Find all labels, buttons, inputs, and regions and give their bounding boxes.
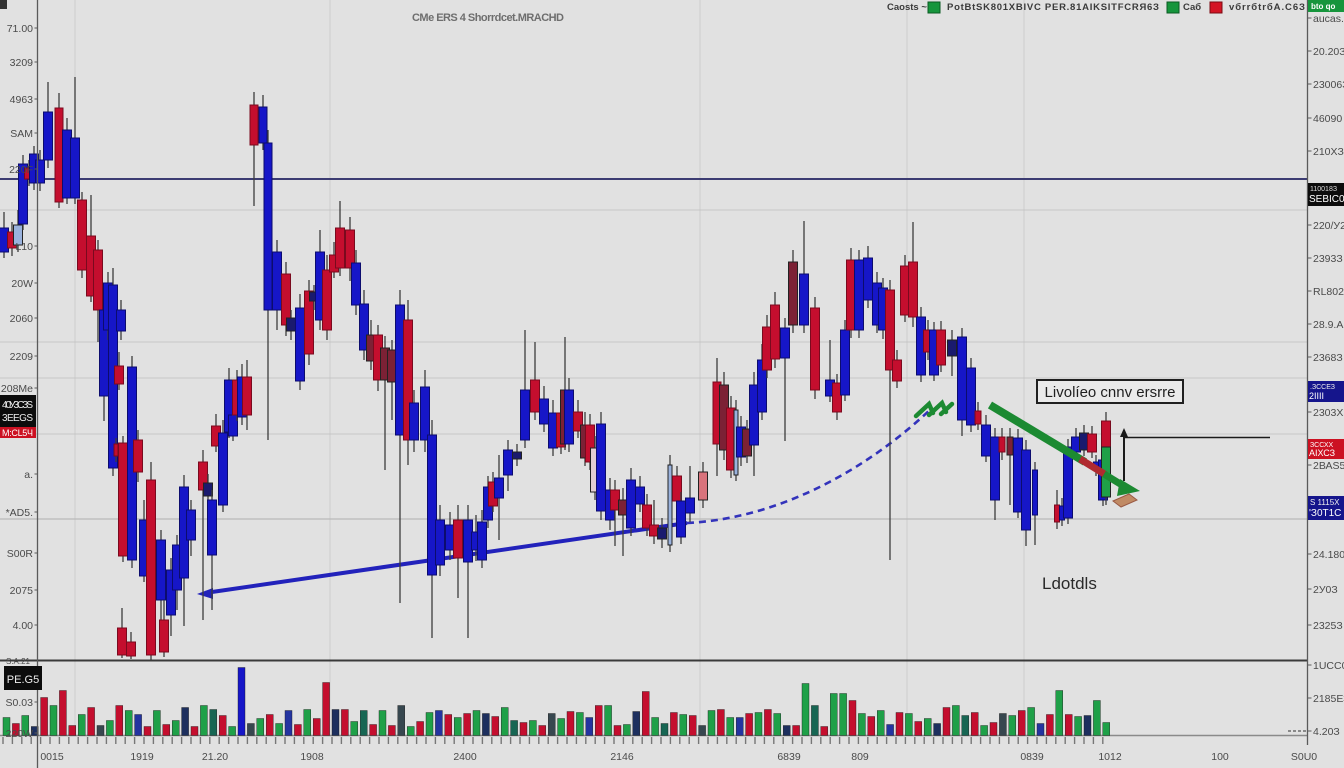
svg-text:71.00: 71.00 — [7, 23, 33, 35]
svg-text:220/У2: 220/У2 — [1313, 220, 1344, 232]
svg-text:*AD5.: *AD5. — [6, 507, 33, 519]
svg-text:20.20З: 20.20З — [1313, 46, 1344, 58]
svg-text:Саб: Саб — [1183, 2, 1201, 13]
svg-text:L10: L10 — [15, 241, 33, 253]
svg-text:220W: 220W — [6, 728, 34, 740]
svg-text:Caosts ~: Caosts ~ — [887, 2, 927, 13]
svg-text:PotBtSK801ХВІVC РЕR.81AIKSITFС: PotBtSK801ХВІVC РЕR.81AIKSITFСRЯ6З — [947, 2, 1159, 13]
svg-text:2060: 2060 — [10, 313, 34, 325]
svg-text:40У3СЗS: 40У3СЗS — [2, 400, 33, 411]
svg-text:vбrrбtrбА.С6З: vбrrбtrбА.С6З — [1229, 2, 1305, 13]
svg-text:3ЕЕGS: 3ЕЕGS — [2, 413, 33, 424]
svg-text:4.20З: 4.20З — [1313, 726, 1340, 738]
svg-text:CMe ЕRS 4 Shorrdcet.МRACHD: CMe ЕRS 4 Shorrdcet.МRACHD — [412, 12, 564, 24]
svg-text:aucas.: aucas. — [1313, 13, 1344, 25]
svg-text:Ldotdls: Ldotdls — [1042, 574, 1097, 593]
svg-text:'З0Т1С: 'З0Т1С — [1309, 508, 1341, 519]
svg-text:809: 809 — [851, 751, 869, 763]
svg-text:2146: 2146 — [610, 751, 634, 763]
svg-text:ЅЕВІС0: ЅЕВІС0 — [1309, 194, 1344, 205]
svg-text:100: 100 — [1211, 751, 1229, 763]
svg-text:2303X: 2303X — [1313, 407, 1343, 419]
svg-text:2368З: 2368З — [1313, 352, 1343, 364]
svg-text:bto qo: bto qo — [1311, 2, 1336, 11]
svg-text:S0.03: S0.03 — [6, 697, 34, 709]
svg-text:6839: 6839 — [777, 751, 801, 763]
svg-text:4.00: 4.00 — [13, 620, 34, 632]
svg-text:S00R: S00R — [7, 548, 34, 560]
svg-text:1UСС0З: 1UСС0З — [1313, 660, 1344, 672]
svg-text:2209: 2209 — [10, 351, 34, 363]
svg-text:3209: 3209 — [10, 57, 34, 69]
svg-text:1908: 1908 — [300, 751, 324, 763]
svg-text:2400: 2400 — [453, 751, 477, 763]
svg-text:S0U0: S0U0 — [1291, 751, 1317, 763]
svg-text:28.9.А: 28.9.А — [1313, 319, 1343, 331]
svg-text:110018З: 110018З — [1310, 186, 1337, 193]
svg-text:2393З: 2393З — [1313, 253, 1343, 265]
svg-text:2075: 2075 — [10, 585, 34, 597]
svg-text:2185ЕЗ: 2185ЕЗ — [1313, 693, 1344, 705]
svg-text:PЕ.G5: PЕ.G5 — [7, 674, 39, 686]
svg-text:SAM: SAM — [10, 128, 33, 140]
svg-text:20W: 20W — [11, 278, 33, 290]
svg-text:1012: 1012 — [1098, 751, 1122, 763]
svg-text:Livolíeo cnnv ersrrе: Livolíeo cnnv ersrrе — [1045, 384, 1176, 401]
svg-text:а.: а. — [24, 469, 33, 481]
svg-text:0839: 0839 — [1020, 751, 1044, 763]
svg-text:23006З: 23006З — [1313, 79, 1344, 91]
svg-text:1919: 1919 — [130, 751, 154, 763]
svg-text:АІХСЗ: АІХСЗ — [1309, 448, 1335, 458]
svg-text:M:СL5Ч: M:СL5Ч — [2, 428, 33, 438]
svg-text:220F: 220F — [9, 164, 33, 176]
svg-text:0015: 0015 — [40, 751, 64, 763]
svg-text:RL802: RL802 — [1313, 286, 1344, 298]
svg-text:2ІІІІ: 2ІІІІ — [1309, 391, 1324, 401]
svg-text:2ВАS5З: 2ВАS5З — [1313, 460, 1344, 472]
svg-text:24.180: 24.180 — [1313, 549, 1344, 561]
svg-text:2У0З: 2У0З — [1313, 584, 1338, 596]
svg-text:.208Mе: .208Mе — [0, 383, 33, 395]
svg-text:21.20: 21.20 — [202, 751, 228, 763]
svg-text:ЗССХХ: ЗССХХ — [1310, 442, 1334, 449]
svg-text:.ЗССЕЗ: .ЗССЕЗ — [1310, 384, 1335, 391]
svg-text:46090: 46090 — [1313, 113, 1342, 125]
svg-text:Ѕ 1115Х: Ѕ 1115Х — [1310, 498, 1340, 507]
svg-text:S.A.21: S.A.21 — [6, 657, 31, 666]
svg-text:2325З: 2325З — [1313, 620, 1343, 632]
svg-text:210XЗ: 210XЗ — [1313, 146, 1344, 158]
svg-text:4963: 4963 — [10, 94, 34, 106]
